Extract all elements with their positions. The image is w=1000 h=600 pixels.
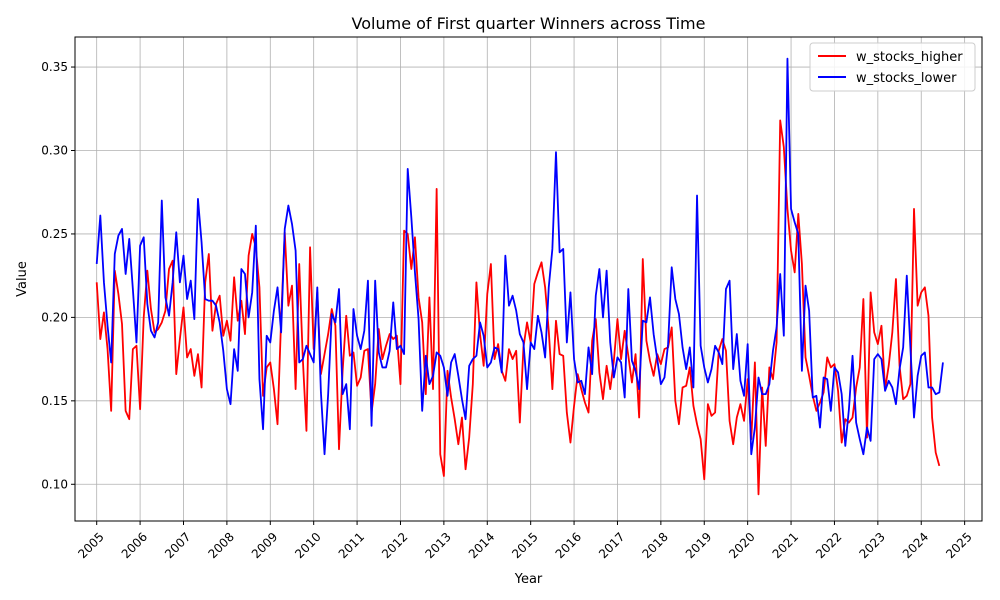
chart-title: Volume of First quarter Winners across T…	[352, 14, 706, 33]
y-tick-label: 0.20	[41, 310, 68, 324]
y-tick-label: 0.35	[41, 60, 68, 74]
y-tick-label: 0.15	[41, 394, 68, 408]
x-tick-label: 2021	[770, 530, 801, 561]
y-tick-label: 0.25	[41, 227, 68, 241]
x-tick-label: 2015	[509, 530, 540, 561]
y-axis-label: Value	[15, 261, 30, 297]
x-tick-label: 2011	[336, 530, 367, 561]
x-tick-label: 2022	[813, 530, 844, 561]
x-tick-label: 2007	[162, 530, 193, 561]
x-tick-label: 2006	[119, 530, 150, 561]
x-tick-label: 2017	[596, 530, 627, 561]
x-tick-label: 2013	[422, 530, 453, 561]
x-tick-label: 2008	[205, 530, 236, 561]
y-tick-label: 0.30	[41, 143, 68, 157]
x-tick-label: 2025	[943, 530, 974, 561]
x-tick-label: 2014	[466, 530, 497, 561]
series-line-w-stocks-lower	[95, 57, 944, 456]
y-axis-ticks: 0.10 0.15 0.20 0.25 0.30 0.35	[41, 60, 75, 491]
x-tick-label: 2016	[553, 530, 584, 561]
series-line-w-stocks-higher	[95, 119, 941, 496]
x-axis-ticks: 2005 2006 2007 2008 2009 2010 2011 2012 2013 2014…	[75, 521, 975, 561]
x-tick-label: 2020	[726, 530, 757, 561]
x-axis-label: Year	[514, 572, 543, 587]
x-tick-label: 2024	[900, 530, 931, 561]
y-tick-label: 0.10	[41, 477, 68, 491]
legend-box	[809, 42, 976, 92]
legend-label-w-stocks-higher: w_stocks_higher	[856, 50, 963, 65]
series-lines	[95, 57, 944, 496]
plot-area-frame	[74, 36, 983, 522]
legend: w_stocks_higher w_stocks_lower	[809, 42, 976, 92]
x-tick-label: 2009	[249, 530, 280, 561]
x-tick-label: 2018	[639, 530, 670, 561]
x-tick-label: 2005	[75, 530, 106, 561]
x-tick-label: 2023	[856, 530, 887, 561]
x-tick-label: 2012	[379, 530, 410, 561]
x-tick-label: 2019	[683, 530, 714, 561]
legend-label-w-stocks-lower: w_stocks_lower	[856, 71, 957, 86]
grid-lines	[75, 37, 982, 521]
x-tick-label: 2010	[292, 530, 323, 561]
